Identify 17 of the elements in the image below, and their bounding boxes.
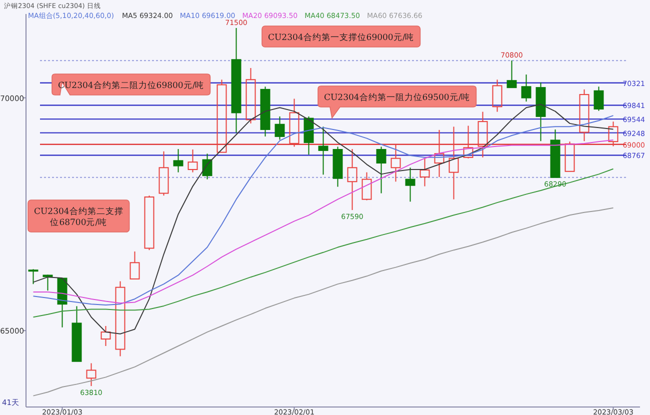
candlestick	[536, 82, 546, 142]
annotation: CU2304合约第二支撑位68700元/吨	[34, 206, 124, 228]
candlestick	[332, 146, 343, 188]
candlestick	[579, 88, 590, 142]
candlestick	[405, 167, 416, 202]
candlestick	[492, 79, 502, 112]
candlestick	[376, 146, 386, 194]
annotation: CU2304合约第一支撑位69000元/吨	[268, 32, 414, 43]
candlestick	[260, 86, 270, 137]
candlestick	[188, 149, 198, 173]
candlestick	[100, 325, 111, 346]
annotation: CU2304合约第一阻力位69500元/吨	[324, 92, 470, 103]
candlestick	[231, 27, 242, 134]
candlestick	[173, 148, 184, 173]
candlestick	[347, 148, 358, 211]
candlestick	[318, 126, 328, 176]
candlestick	[420, 158, 430, 187]
